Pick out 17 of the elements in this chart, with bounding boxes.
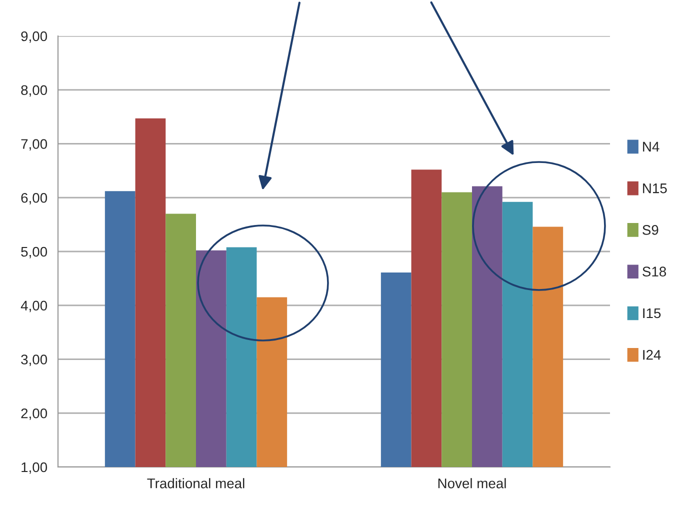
legend-label: I24 — [643, 350, 661, 360]
x-tick-label: Traditional meal — [147, 478, 244, 488]
y-tick-label: 5,00 — [21, 246, 48, 258]
y-tick-label: 2,00 — [21, 408, 48, 420]
legend-label: I15 — [643, 308, 661, 318]
x-tick-label: Novel meal — [438, 478, 506, 488]
y-tick-label: 6,00 — [21, 192, 48, 204]
y-tick-label: 4,00 — [20, 300, 48, 312]
y-tick-label: 8,00 — [21, 85, 48, 97]
y-tick-label: 9,00 — [21, 31, 48, 43]
y-tick-label: 3,00 — [21, 354, 48, 366]
y-tick-label: 7,00 — [21, 139, 48, 151]
legend-label: S18 — [642, 266, 666, 276]
legend-label: N15 — [643, 184, 667, 194]
y-tick-label: 1,00 — [22, 462, 48, 474]
legend-label: S9 — [642, 225, 658, 235]
legend-label: N4 — [643, 142, 660, 152]
